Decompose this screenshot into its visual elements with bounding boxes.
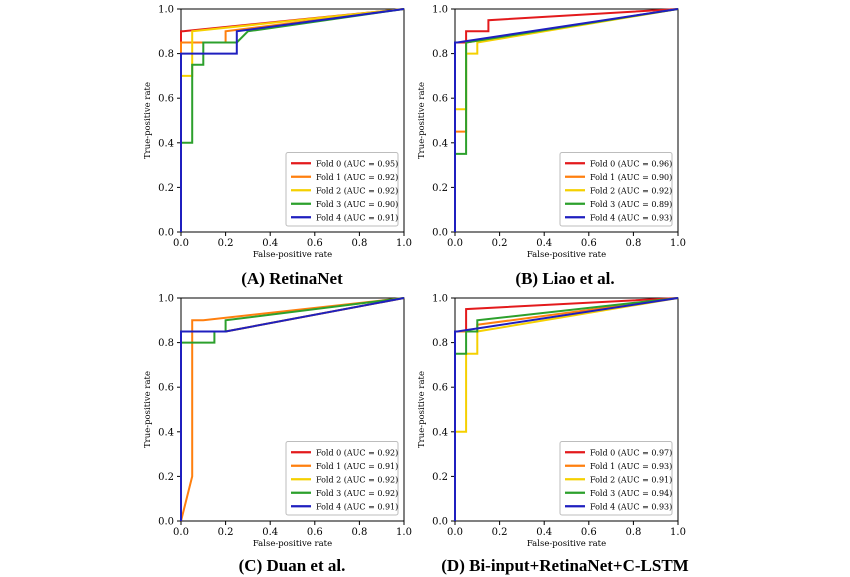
y-tick-label: 1.0 [432,5,448,16]
y-tick-label: 0.8 [432,49,448,60]
y-tick-label: 0.6 [158,94,174,105]
roc-curve-fold-4 [454,297,679,521]
y-tick-label: 0.0 [158,517,174,528]
y-tick-label: 0.8 [158,338,174,349]
legend-label-fold-3: Fold 3 (AUC = 0.92) [316,489,398,498]
legend-label-fold-3: Fold 3 (AUC = 0.94) [590,489,672,498]
roc-curve-fold-4 [180,297,405,521]
x-tick-label: 0.2 [218,238,234,249]
legend-label-fold-4: Fold 4 (AUC = 0.91) [316,213,398,222]
y-tick-label: 1.0 [158,5,174,16]
x-tick-label: 0.8 [625,527,641,538]
x-tick-label: 0.6 [307,527,323,538]
y-axis-label: True-positive rate [417,82,427,159]
legend-label-fold-4: Fold 4 (AUC = 0.93) [590,502,672,511]
legend-box [559,441,673,516]
y-tick-label: 0.4 [432,427,448,438]
roc-curve-fold-4 [180,8,405,232]
x-tick-label: 0.6 [581,527,597,538]
y-tick-label: 0.0 [158,228,174,239]
y-tick-label: 0.4 [158,138,174,149]
y-axis-label: True-positive rate [143,371,153,448]
y-tick-label: 1.0 [432,294,448,305]
x-tick-label: 0.0 [173,527,189,538]
legend-label-fold-1: Fold 1 (AUC = 0.91) [316,462,398,471]
x-axis-label: False-positive rate [253,250,332,260]
y-tick-label: 0.6 [432,383,448,394]
y-axis-label: True-positive rate [417,371,427,448]
x-tick-label: 1.0 [396,527,412,538]
y-tick-label: 0.0 [432,228,448,239]
roc-curve-fold-4 [454,8,679,232]
legend-box [559,152,673,227]
legend-label-fold-4: Fold 4 (AUC = 0.91) [316,502,398,511]
roc-curve-fold-3 [180,8,405,232]
y-tick-label: 0.6 [158,383,174,394]
legend-label-fold-1: Fold 1 (AUC = 0.90) [590,173,672,182]
x-tick-label: 0.8 [351,527,367,538]
x-axis-label: False-positive rate [253,539,332,549]
x-tick-label: 0.6 [307,238,323,249]
x-tick-label: 0.6 [581,238,597,249]
legend-label-fold-2: Fold 2 (AUC = 0.92) [316,186,398,195]
x-tick-label: 1.0 [670,238,686,249]
legend-label-fold-2: Fold 2 (AUC = 0.92) [590,186,672,195]
legend-label-fold-2: Fold 2 (AUC = 0.92) [316,475,398,484]
roc-panel-1: 0.0 0.2 0.4 0.6 0.8 1.0 0.0 0.2 0.4 0.6 0.8 1.0 Fals… [417,5,686,289]
legend-label-fold-0: Fold 0 (AUC = 0.96) [590,159,672,168]
x-tick-label: 0.4 [536,527,552,538]
roc-panel-0: 0.0 0.2 0.4 0.6 0.8 1.0 0.0 0.2 0.4 0.6 0.8 1.0 Fals… [143,5,412,289]
y-tick-label: 0.8 [432,338,448,349]
x-tick-label: 1.0 [670,527,686,538]
legend-box [285,152,399,227]
x-tick-label: 0.2 [492,238,508,249]
x-axis-label: False-positive rate [527,250,606,260]
y-tick-label: 0.2 [158,472,174,483]
x-tick-label: 0.0 [447,527,463,538]
legend-label-fold-0: Fold 0 (AUC = 0.97) [590,448,672,457]
x-axis-label: False-positive rate [527,539,606,549]
x-tick-label: 1.0 [396,238,412,249]
roc-curve-fold-1 [180,297,405,522]
y-tick-label: 0.6 [432,94,448,105]
legend-box [285,441,399,516]
legend-label-fold-4: Fold 4 (AUC = 0.93) [590,213,672,222]
legend-label-fold-1: Fold 1 (AUC = 0.93) [590,462,672,471]
y-tick-label: 0.2 [432,183,448,194]
x-tick-label: 0.4 [262,238,278,249]
x-tick-label: 0.2 [218,527,234,538]
y-tick-label: 0.2 [432,472,448,483]
y-tick-label: 1.0 [158,294,174,305]
legend-label-fold-3: Fold 3 (AUC = 0.89) [590,200,672,209]
panel-caption: (A) RetinaNet [241,269,343,288]
panel-caption: (B) Liao et al. [515,269,614,288]
roc-panel-2: 0.0 0.2 0.4 0.6 0.8 1.0 0.0 0.2 0.4 0.6 0.8 1.0 Fals… [143,294,412,576]
panel-caption: (C) Duan et al. [239,556,346,575]
y-tick-label: 0.8 [158,49,174,60]
y-tick-label: 0.0 [432,517,448,528]
y-tick-label: 0.2 [158,183,174,194]
x-tick-label: 0.2 [492,527,508,538]
legend-label-fold-1: Fold 1 (AUC = 0.92) [316,173,398,182]
panel-caption: (D) Bi-input+RetinaNet+C-LSTM [441,556,688,575]
x-tick-label: 0.0 [173,238,189,249]
y-tick-label: 0.4 [158,427,174,438]
y-tick-label: 0.4 [432,138,448,149]
legend-label-fold-0: Fold 0 (AUC = 0.92) [316,448,398,457]
x-tick-label: 0.0 [447,238,463,249]
legend-label-fold-2: Fold 2 (AUC = 0.91) [590,475,672,484]
roc-panel-3: 0.0 0.2 0.4 0.6 0.8 1.0 0.0 0.2 0.4 0.6 0.8 1.0 Fals… [417,294,689,576]
legend-label-fold-3: Fold 3 (AUC = 0.90) [316,200,398,209]
y-axis-label: True-positive rate [143,82,153,159]
x-tick-label: 0.4 [536,238,552,249]
x-tick-label: 0.8 [625,238,641,249]
x-tick-label: 0.4 [262,527,278,538]
x-tick-label: 0.8 [351,238,367,249]
legend-label-fold-0: Fold 0 (AUC = 0.95) [316,159,398,168]
